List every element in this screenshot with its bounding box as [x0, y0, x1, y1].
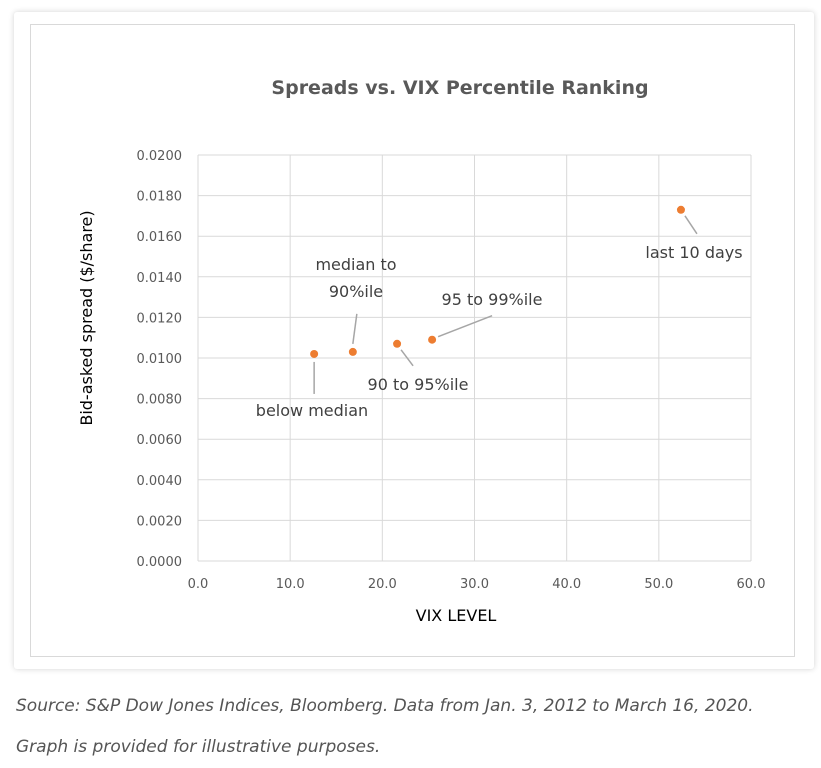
- y-tick-label: 0.0200: [137, 149, 183, 164]
- y-tick-label: 0.0000: [137, 555, 183, 570]
- annotation-leader-line: [437, 315, 493, 338]
- grid-lines: [197, 154, 752, 562]
- data-point: [676, 205, 685, 214]
- source-caption: Source: S&P Dow Jones Indices, Bloomberg…: [16, 696, 754, 757]
- point-annotation: 95 to 99%ile: [442, 290, 543, 309]
- scatter-chart: 0.0 10.0 20.0 30.0 40.0 50.0 60.0 0.0000 0.0020 0…: [77, 77, 766, 625]
- y-axis-title: Bid-asked spread ($/share): [77, 210, 96, 425]
- y-tick-label: 0.0080: [137, 393, 183, 408]
- annotation-leader-line: [352, 313, 358, 345]
- x-tick-label: 60.0: [737, 577, 766, 592]
- y-tick-label: 0.0180: [137, 190, 183, 205]
- point-annotation: median to: [315, 255, 396, 274]
- x-tick-label: 50.0: [644, 577, 673, 592]
- tick-labels: 0.0 10.0 20.0 30.0 40.0 50.0 60.0 0.0000 0.0020 0…: [137, 149, 766, 592]
- x-tick-label: 0.0: [188, 577, 209, 592]
- chart-frame: [30, 24, 795, 657]
- data-point: [428, 335, 437, 344]
- data-point: [310, 349, 319, 358]
- annotation-leader-line: [400, 349, 414, 367]
- point-annotation: 90 to 95%ile: [368, 375, 469, 394]
- y-tick-label: 0.0060: [137, 433, 183, 448]
- point-annotation: last 10 days: [645, 243, 742, 262]
- data-points: [310, 205, 685, 358]
- x-tick-label: 30.0: [460, 577, 489, 592]
- x-axis-title: VIX LEVEL: [416, 606, 497, 625]
- y-tick-label: 0.0040: [137, 474, 183, 489]
- y-tick-label: 0.0120: [137, 311, 183, 326]
- annotation-leader-line: [684, 215, 698, 235]
- y-tick-label: 0.0160: [137, 230, 183, 245]
- x-tick-label: 20.0: [368, 577, 397, 592]
- annotation-leaders: [313, 215, 698, 394]
- data-point: [348, 347, 357, 356]
- point-annotation: 90%ile: [329, 282, 383, 301]
- point-annotation: below median: [256, 401, 368, 420]
- x-tick-label: 40.0: [552, 577, 581, 592]
- data-point: [393, 339, 402, 348]
- x-tick-label: 10.0: [276, 577, 305, 592]
- y-tick-label: 0.0020: [137, 514, 183, 529]
- point-annotations: below median median to 90%ile 90 to 95%ile 9…: [256, 243, 743, 420]
- y-tick-label: 0.0140: [137, 271, 183, 286]
- chart-title: Spreads vs. VIX Percentile Ranking: [271, 77, 648, 99]
- y-tick-label: 0.0100: [137, 352, 183, 367]
